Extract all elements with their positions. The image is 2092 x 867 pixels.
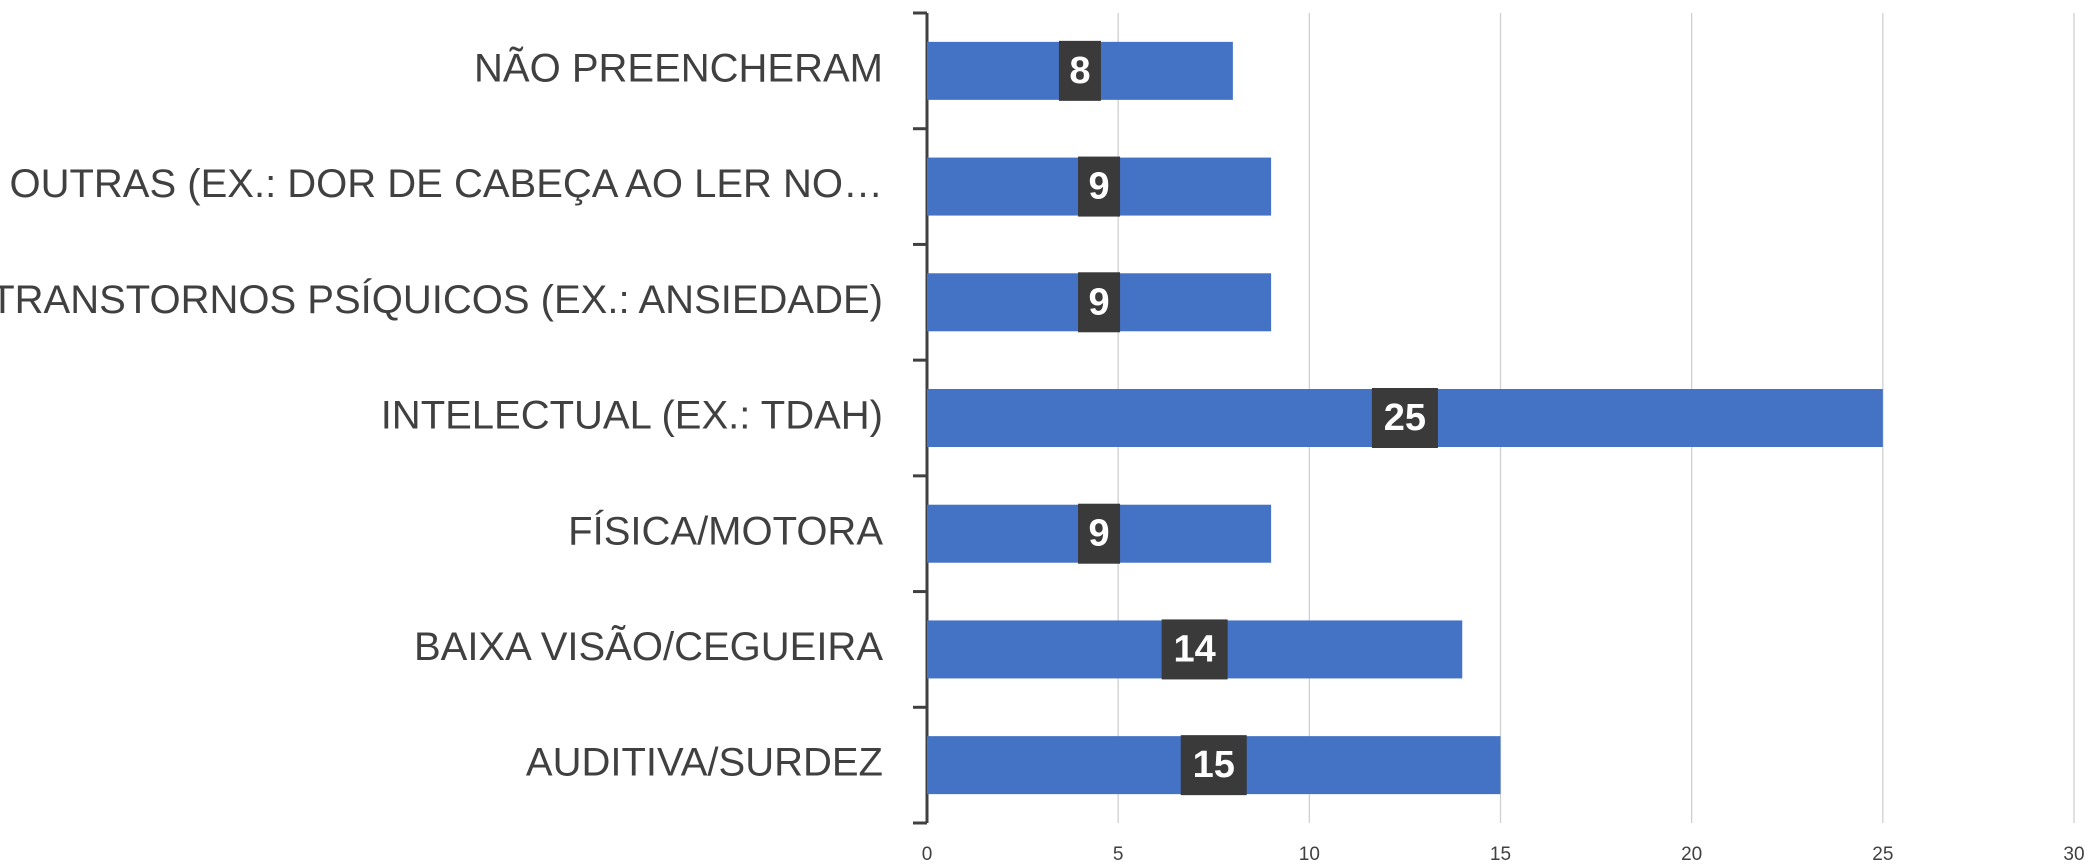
value-label: 9: [1088, 513, 1109, 555]
value-label: 9: [1088, 281, 1109, 323]
value-label-box: [1058, 40, 1101, 101]
y-tick-label: TRANSTORNOS PSÍQUICOS (EX.: ANSIEDADE): [0, 277, 883, 322]
y-tick-label: FÍSICA/MOTORA: [568, 508, 883, 553]
x-tick-label: 0: [922, 844, 933, 865]
y-tick-label: OUTRAS (EX.: DOR DE CABEÇA AO LER NO…: [9, 162, 883, 206]
value-label-box: [1078, 156, 1121, 217]
y-tick-label: BAIXA VISÃO/CEGUEIRA: [414, 624, 883, 669]
value-label-box: [1078, 272, 1121, 333]
x-tick-label: 15: [1490, 844, 1511, 865]
value-label-box: [1180, 735, 1247, 796]
value-label: 25: [1384, 397, 1426, 439]
value-label-box: [1078, 503, 1121, 564]
value-label-box: [1161, 619, 1228, 680]
value-label-box: [1371, 388, 1438, 448]
x-tick-label: 5: [1113, 844, 1124, 865]
y-tick-label: NÃO PREENCHERAM: [474, 45, 883, 90]
x-tick-label: 10: [1299, 844, 1320, 865]
value-label: 9: [1088, 166, 1109, 208]
y-tick-label: AUDITIVA/SURDEZ: [526, 741, 883, 785]
x-tick-label: 20: [1681, 844, 1702, 865]
y-tick-label: INTELECTUAL (EX.: TDAH): [381, 394, 883, 438]
value-label: 14: [1173, 628, 1215, 670]
value-label: 15: [1193, 744, 1235, 786]
x-tick-label: 25: [1872, 844, 1893, 865]
x-tick-label: 30: [2063, 844, 2084, 865]
value-label: 8: [1069, 50, 1090, 92]
